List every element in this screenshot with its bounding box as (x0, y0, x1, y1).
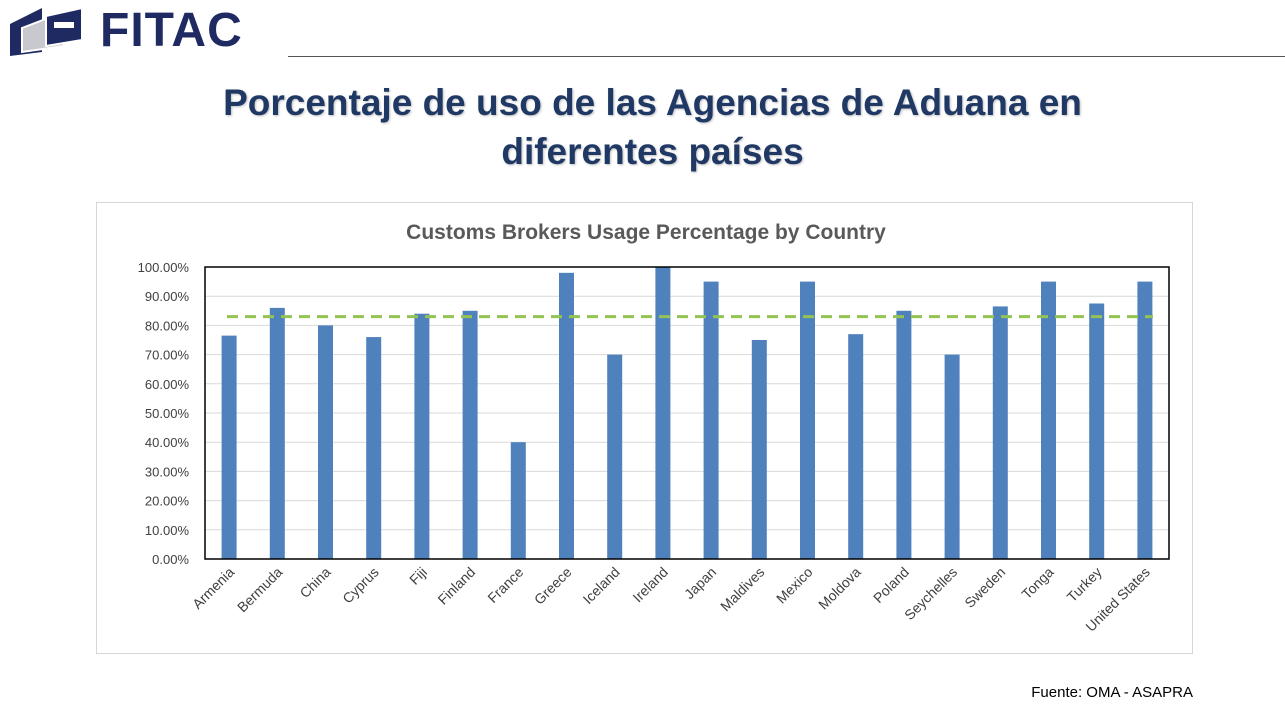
bar-finland (462, 310, 478, 559)
x-tick-label: Iceland (580, 564, 623, 607)
bar-turkey (1089, 303, 1105, 559)
bar-poland (896, 310, 912, 559)
x-tick-label: Fiji (406, 564, 430, 588)
bar-iceland (607, 354, 623, 559)
y-tick-label: 0.00% (152, 552, 189, 567)
bar-armenia (221, 335, 237, 559)
x-tick-label: Bermuda (234, 564, 286, 616)
bar-japan (703, 281, 719, 559)
bar-chart: Customs Brokers Usage Percentage by Coun… (138, 221, 1170, 635)
x-tick-label: Armenia (189, 564, 237, 612)
slide-title: Porcentaje de uso de las Agencias de Adu… (100, 78, 1205, 176)
y-tick-label: 10.00% (145, 523, 190, 538)
x-tick-label: Mexico (773, 564, 816, 607)
x-tick-label: Poland (870, 564, 912, 606)
slide-title-line-1: Porcentaje de uso de las Agencias de Adu… (223, 82, 1082, 123)
y-tick-label: 70.00% (145, 348, 190, 363)
bar-china (318, 325, 333, 559)
x-tick-label: Turkey (1064, 564, 1105, 605)
brand-name: FITAC (100, 4, 243, 57)
bar-fiji (414, 313, 430, 559)
bar-maldives (751, 340, 767, 559)
bar-tonga (1041, 281, 1056, 559)
chart-title: Customs Brokers Usage Percentage by Coun… (406, 221, 886, 244)
x-tick-label: Sweden (961, 564, 1008, 611)
source-note: Fuente: OMA - ASAPRA (1031, 684, 1193, 701)
y-tick-label: 100.00% (138, 260, 190, 275)
x-tick-label: Maldives (717, 564, 767, 614)
chart-container: Customs Brokers Usage Percentage by Coun… (96, 202, 1193, 654)
x-tick-label: Tonga (1018, 564, 1056, 602)
bar-bermuda (269, 307, 285, 559)
x-tick-label: Ireland (629, 564, 671, 606)
bar-seychelles (944, 354, 960, 559)
gridlines (205, 266, 1169, 560)
bar-france (510, 442, 526, 559)
bars (221, 267, 1153, 559)
bar-greece (559, 272, 574, 559)
y-tick-labels: 0.00% 10.00% 20.00% 30.00% 40.00% 50.00% 60.00… (138, 260, 190, 567)
y-tick-label: 80.00% (145, 318, 190, 333)
x-tick-label: Moldova (815, 564, 864, 613)
y-tick-label: 30.00% (145, 464, 190, 479)
x-tick-label: Finland (434, 564, 478, 608)
x-tick-label: Japan (681, 564, 719, 602)
y-tick-label: 50.00% (145, 406, 190, 421)
y-tick-label: 40.00% (145, 435, 190, 450)
y-tick-label: 60.00% (145, 377, 190, 392)
x-tick-label: China (296, 564, 333, 601)
bar-sweden (992, 306, 1008, 559)
plot-frame (204, 266, 1170, 560)
bar-ireland (655, 267, 671, 559)
bar-mexico (800, 281, 815, 559)
x-tick-label: Greece (531, 564, 575, 608)
bar-cyprus (366, 337, 382, 559)
x-tick-label: France (484, 564, 526, 606)
y-tick-label: 90.00% (145, 289, 190, 304)
x-tick-label: Cyprus (339, 564, 382, 607)
slide-title-line-2: diferentes países (501, 131, 804, 172)
x-tick-label: Seychelles (901, 564, 960, 623)
y-tick-label: 20.00% (145, 494, 190, 509)
bar-moldova (848, 334, 864, 559)
header-divider (288, 56, 1285, 57)
fitac-logo-icon (10, 6, 83, 56)
bar-united-states (1137, 281, 1153, 559)
